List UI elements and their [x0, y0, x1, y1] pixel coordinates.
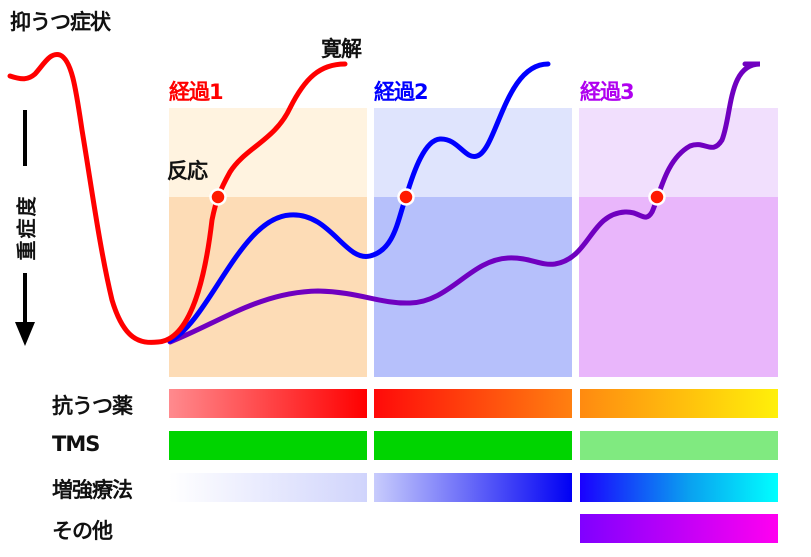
augmentation-bar-course3 — [580, 473, 778, 502]
chart-title: 抑うつ症状 — [10, 10, 111, 34]
treatment-label-other: その他 — [52, 519, 113, 543]
treatment-label-antidepressant: 抗うつ薬 — [52, 394, 133, 418]
augmentation-bar-course2 — [374, 473, 572, 502]
severity-axis-label: 重症度 — [14, 194, 39, 261]
course1-panel — [169, 108, 367, 377]
treatment-label-tms: TMS — [52, 432, 100, 456]
course1-curve — [7, 52, 348, 345]
antidepressant-bar-course1 — [169, 389, 367, 418]
tms-bar-course1 — [169, 431, 367, 460]
other-bar-course3 — [580, 514, 778, 543]
course2-panel — [374, 108, 572, 377]
course3-panel-lower — [579, 197, 778, 377]
course2-panel-lower — [374, 197, 572, 377]
remission-label: 寛解 — [321, 37, 362, 61]
course3-label: 経過3 — [580, 80, 635, 104]
course3-curve — [167, 61, 761, 345]
course2-curve — [167, 61, 551, 344]
severity-axis: 重症度 — [14, 108, 39, 348]
tms-bar-course2 — [374, 431, 572, 460]
response-marker-course3 — [648, 188, 666, 206]
augmentation-bar-course1 — [169, 473, 367, 502]
tms-bar-course3 — [580, 431, 778, 460]
axis-line-bottom — [23, 273, 27, 325]
antidepressant-bar-course2 — [374, 389, 572, 418]
course2-label: 経過2 — [374, 80, 429, 104]
down-arrow-icon — [15, 322, 35, 346]
antidepressant-bar-course3 — [580, 389, 778, 418]
axis-line-top — [23, 110, 27, 166]
course2-panel-upper — [374, 108, 572, 197]
course1-panel-upper — [169, 108, 367, 197]
response-label: 反応 — [167, 159, 208, 183]
course1-label: 経過1 — [169, 80, 224, 104]
treatment-label-augmentation: 増強療法 — [52, 478, 133, 502]
response-marker-course1 — [209, 188, 227, 206]
response-marker-course2 — [397, 188, 415, 206]
